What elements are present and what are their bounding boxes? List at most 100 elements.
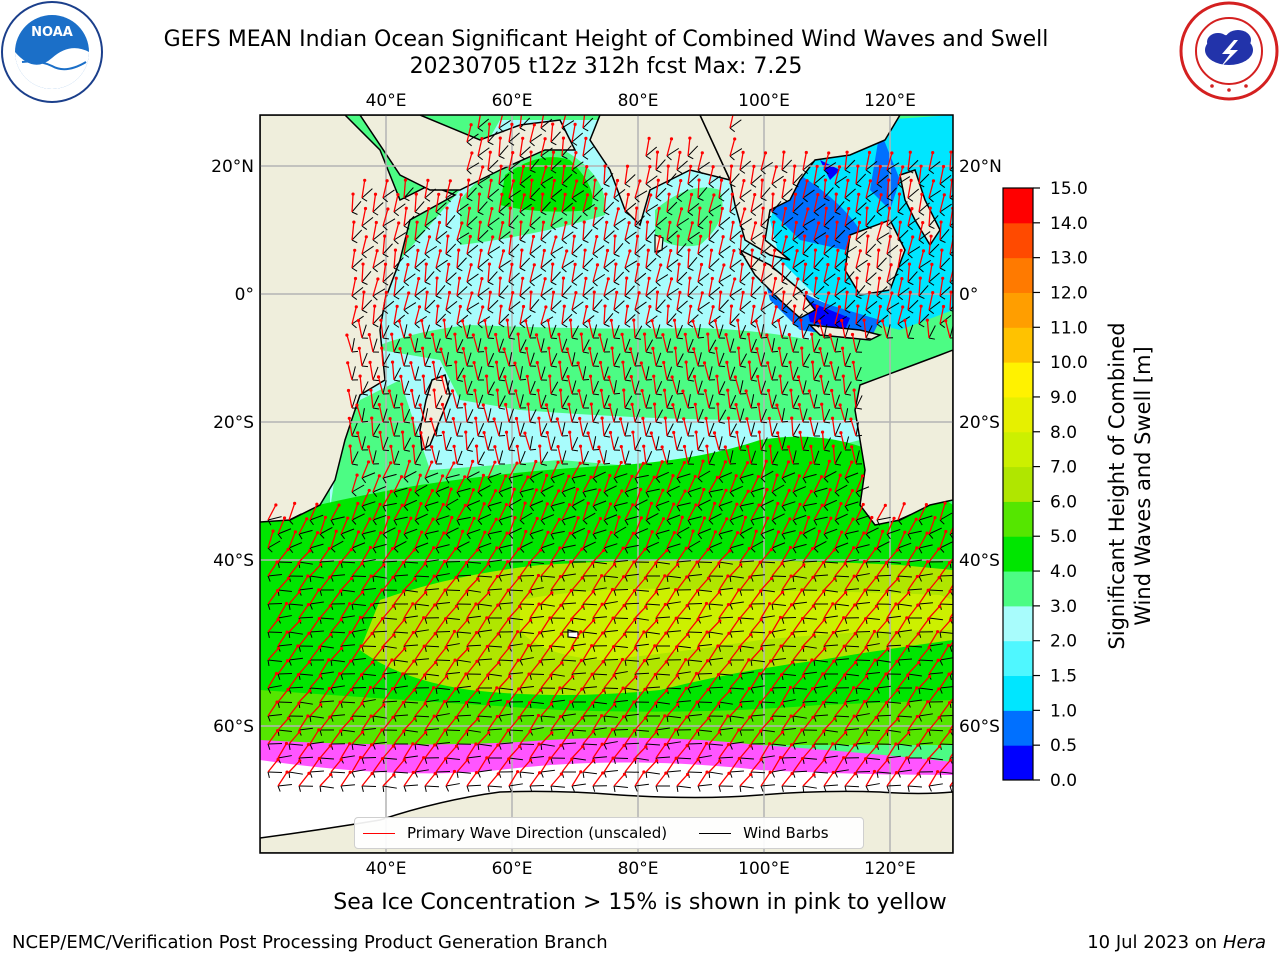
wave-arrow-head [705,659,710,663]
wave-arrow-head [531,206,535,210]
wave-arrow [340,689,352,703]
wave-arrow-head [836,248,840,252]
wave-arrow-head [276,617,280,622]
wave-arrow-head [677,262,681,266]
wave-arrow-head [499,304,503,308]
wind-barb-flag [666,491,672,497]
wave-arrow-head [495,388,499,392]
wave-arrow [792,166,796,185]
wind-barb-flag [477,491,483,497]
wave-arrow [876,250,880,269]
wind-barb-flag [424,505,429,512]
wind-barb-flag [834,631,838,638]
wind-barb [729,514,744,521]
wave-arrow-head [771,192,775,196]
wind-barb-flag [928,785,932,792]
wind-barb-flag [487,141,494,146]
wind-barb [456,714,472,717]
wind-barb-flag [435,687,438,695]
wind-barb [456,771,471,774]
wind-barb-flag [897,771,901,778]
wave-arrow-head [850,332,855,337]
wind-barb [519,117,531,129]
wind-barb-flag [855,239,862,244]
wave-arrow [309,646,321,661]
wind-barb-flag [540,435,548,438]
wind-barb-flag [540,491,546,497]
wind-barb [760,187,771,199]
wave-arrow [939,591,951,605]
wave-arrow-head [353,248,357,252]
wind-barb-flag [676,169,683,174]
wave-arrow [519,531,527,549]
wave-arrow [435,278,438,297]
wave-arrow [351,278,357,297]
wind-barb [865,300,878,311]
wind-barb-flag [498,547,503,554]
wave-arrow-head [681,389,685,393]
wind-barb [414,366,420,381]
wind-barb-flag [781,281,788,285]
wind-barb-flag [571,337,578,340]
wind-barb [361,324,367,339]
wind-barb [813,367,822,381]
wind-barb [529,500,544,507]
wind-barb [655,409,664,423]
wind-barb [372,202,384,213]
wind-barb-flag [918,183,925,188]
wind-barb-flag [876,687,880,694]
wind-barb [340,615,355,619]
wave-arrow [802,517,810,535]
wind-barb-flag [781,309,788,314]
wave-arrow [445,292,451,311]
wave-arrow [288,674,299,689]
wind-barb [351,258,363,269]
wind-barb [655,673,671,676]
wave-arrow-head [919,304,923,308]
wave-arrow [498,589,509,605]
wave-arrow [697,180,700,199]
wind-barb-flag [802,533,808,539]
wind-barb [361,408,365,423]
wave-arrow-head [713,530,717,534]
wave-arrow [645,562,657,577]
wave-arrow-head [837,305,842,309]
wave-arrow [540,306,547,325]
wave-arrow-head [759,646,764,650]
wind-barb [309,770,325,773]
wave-arrow [487,208,493,227]
wind-barb [540,394,547,409]
wave-arrow-head [308,549,312,553]
wind-barb-flag [477,519,483,525]
wind-barb-flag [687,715,691,722]
wind-barb-flag [666,519,671,526]
wind-barb [288,686,304,689]
wave-arrow [493,418,500,437]
wave-arrow-head [706,687,710,692]
wave-arrow-head [387,515,391,520]
wind-barb-flag [340,673,344,680]
wave-arrow [498,250,505,269]
wave-arrow-head [599,388,603,392]
wave-arrow-head [715,374,719,378]
wind-barb [928,301,941,311]
wave-arrow-head [356,318,361,323]
wind-barb [624,573,639,577]
wind-barb-flag [309,715,312,723]
wave-arrow [949,612,953,619]
wave-arrow-head [567,474,571,478]
wave-arrow [771,563,783,577]
wave-arrow-head [684,658,688,662]
wind-barb [739,473,754,479]
wind-barb-flag [508,141,515,146]
wind-barb [519,686,534,689]
wave-arrow-head [548,374,552,378]
wave-arrow-head [678,150,682,154]
wave-arrow-head [383,262,388,266]
wave-arrow [288,503,296,521]
wave-arrow [401,432,405,451]
wave-arrow [603,278,609,297]
wind-barb-flag [361,253,367,259]
wind-barb [708,451,716,465]
wind-barb [928,589,944,592]
